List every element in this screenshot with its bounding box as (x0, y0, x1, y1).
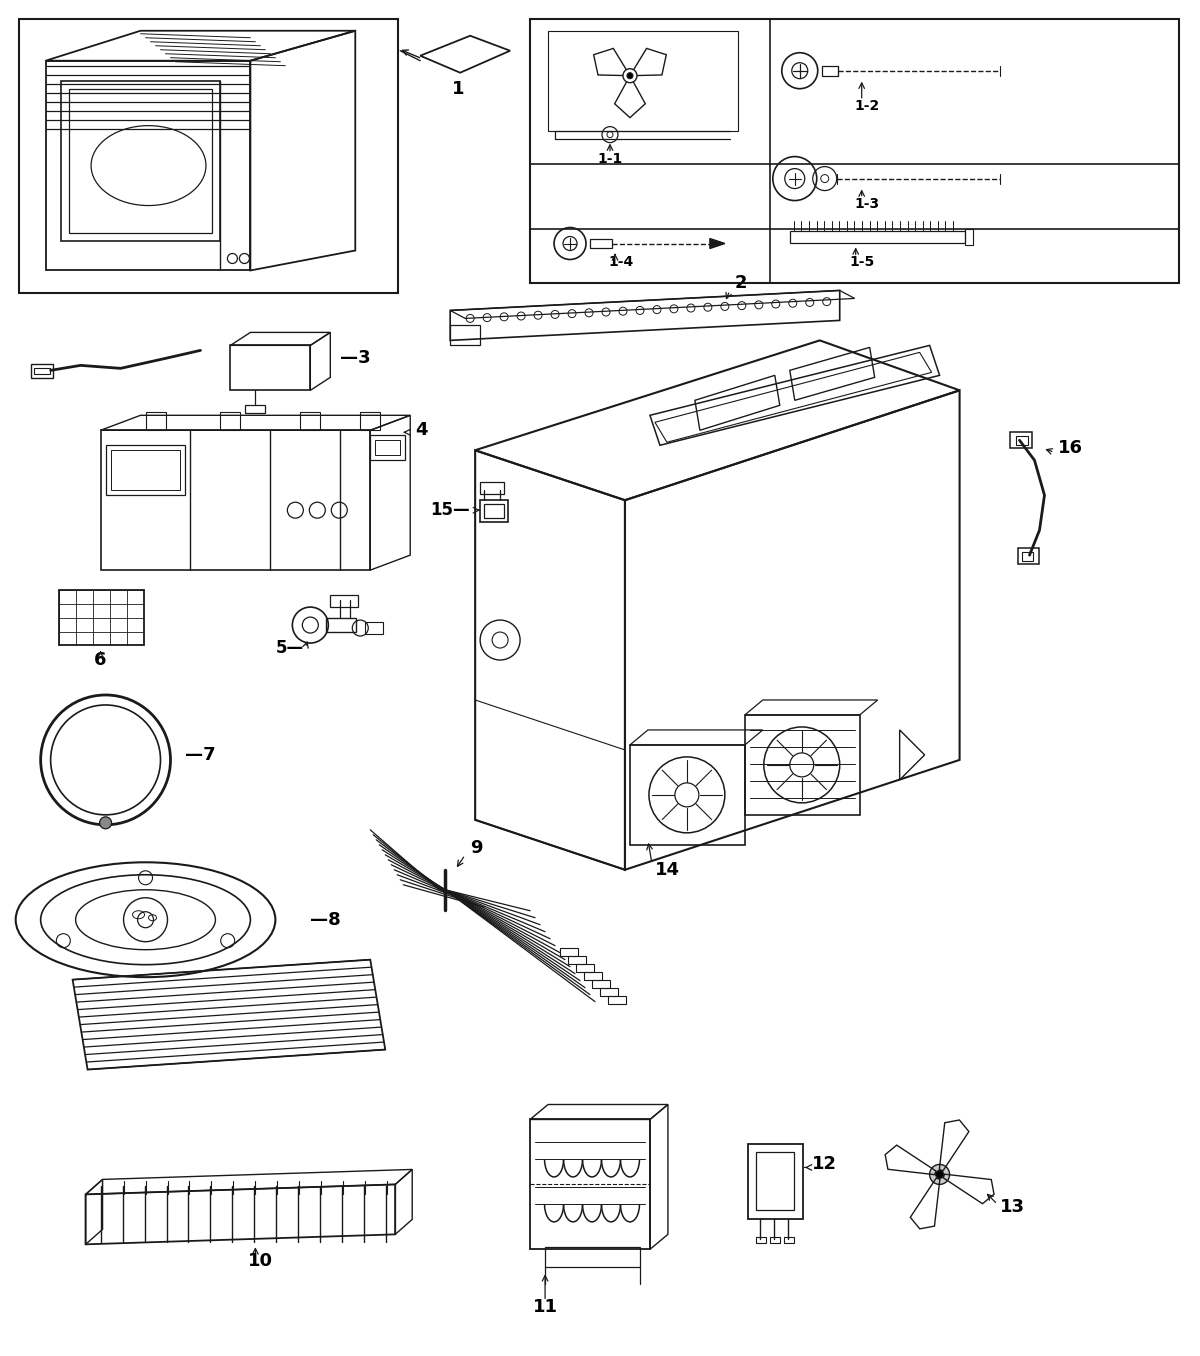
Bar (59, 590, 144, 645)
Bar (68, 88, 212, 232)
Circle shape (930, 1165, 949, 1184)
Bar (1015, 437, 1027, 445)
Bar (965, 229, 972, 244)
Bar (1018, 548, 1039, 564)
Circle shape (623, 69, 637, 83)
Text: —7: —7 (186, 746, 216, 763)
Bar (608, 995, 626, 1003)
Bar (584, 972, 602, 979)
Text: 16: 16 (1057, 439, 1082, 457)
Bar (548, 31, 738, 130)
Bar (221, 412, 240, 430)
Text: 6: 6 (95, 651, 107, 669)
Circle shape (626, 73, 632, 79)
Bar (330, 595, 359, 607)
Text: —8: —8 (311, 911, 341, 929)
Bar (145, 412, 166, 430)
Bar (61, 81, 221, 240)
Text: 14: 14 (655, 861, 680, 879)
Bar (110, 450, 180, 491)
Polygon shape (710, 239, 725, 248)
Bar (371, 435, 406, 460)
Text: 1: 1 (452, 80, 464, 98)
Text: 10: 10 (248, 1253, 272, 1271)
Bar (770, 1238, 780, 1243)
Bar (748, 1144, 803, 1219)
Bar (530, 19, 1180, 283)
Bar (1021, 552, 1033, 561)
Text: 1-3: 1-3 (854, 197, 880, 210)
Circle shape (936, 1170, 943, 1178)
Bar (326, 618, 356, 632)
Bar (756, 1238, 766, 1243)
Bar (756, 1153, 793, 1211)
Bar (1009, 433, 1032, 449)
Bar (376, 441, 401, 456)
Text: 1-1: 1-1 (598, 152, 623, 165)
Bar (600, 987, 618, 995)
Text: 13: 13 (1000, 1199, 1025, 1216)
Bar (450, 325, 480, 346)
Bar (480, 500, 508, 522)
Text: 15—: 15— (430, 502, 470, 519)
Bar (822, 65, 838, 76)
Text: 9: 9 (470, 839, 482, 857)
Bar (365, 622, 383, 635)
Text: 11: 11 (533, 1298, 558, 1317)
Bar (360, 412, 380, 430)
Bar (545, 1248, 640, 1268)
Bar (31, 365, 53, 378)
Bar (592, 979, 610, 987)
Text: 4: 4 (415, 422, 427, 439)
Bar (790, 231, 965, 243)
Text: 1-5: 1-5 (850, 255, 875, 270)
Bar (568, 956, 586, 964)
Bar (480, 483, 504, 494)
Bar (484, 504, 504, 518)
Text: 5—: 5— (275, 639, 304, 658)
Text: 2: 2 (734, 274, 748, 293)
Circle shape (100, 816, 112, 829)
Bar (576, 964, 594, 972)
Bar (590, 239, 612, 248)
Bar (300, 412, 320, 430)
Text: 1-2: 1-2 (854, 99, 880, 113)
Bar (106, 445, 186, 495)
Bar (784, 1238, 793, 1243)
Bar (246, 405, 265, 414)
Bar (19, 19, 398, 293)
Bar (560, 948, 578, 956)
Bar (34, 369, 49, 374)
Text: 12: 12 (811, 1155, 836, 1173)
Text: —3: —3 (341, 350, 371, 367)
Text: 1-4: 1-4 (608, 255, 634, 270)
